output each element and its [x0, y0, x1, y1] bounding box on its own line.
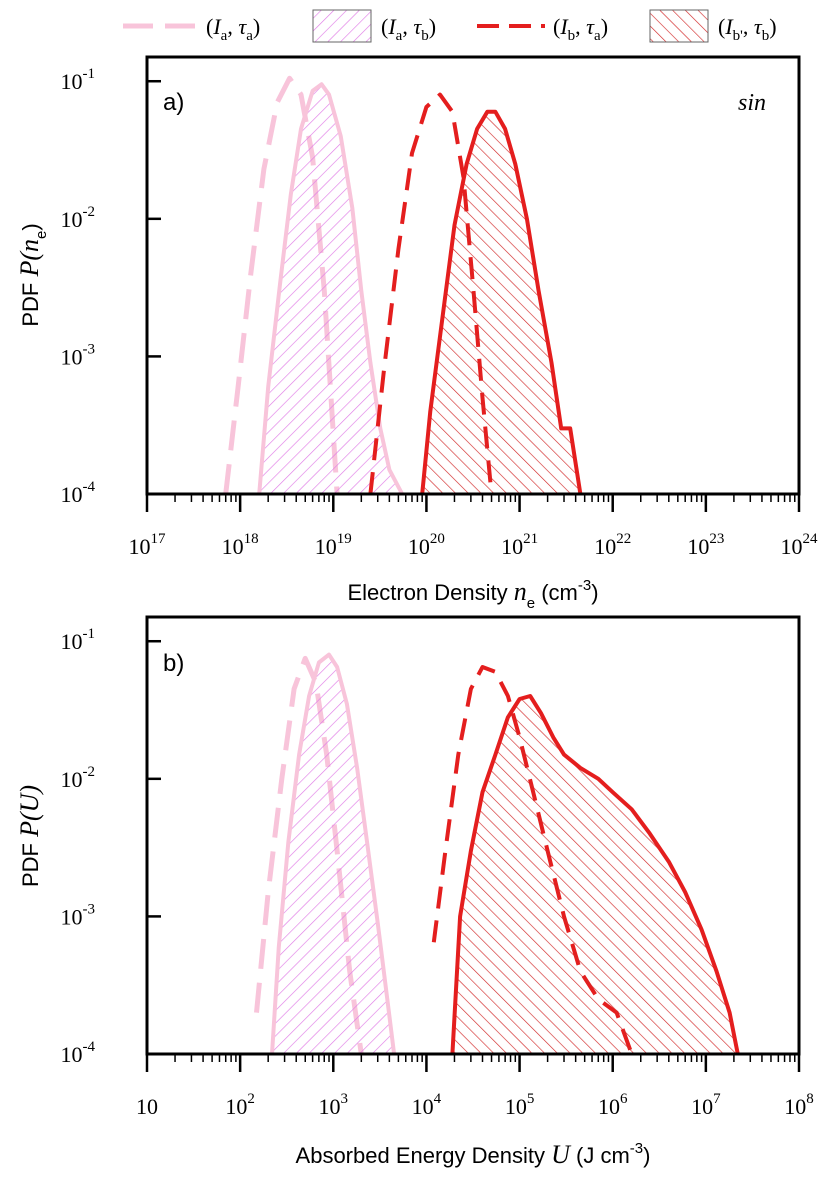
x-tick-label: 1024 [781, 531, 819, 559]
panel-label: a) [163, 89, 184, 116]
legend-swatch-hatch-red [649, 9, 709, 43]
x-tick-label: 103 [319, 1091, 349, 1119]
y-axis-title: PDF P(U) [15, 785, 44, 887]
series-area-3 [422, 111, 581, 494]
panel-a: 1017 1018 1019 1020 1021 1022 1023 1024 10-1 10-2… [15, 55, 819, 612]
series-line-1 [257, 82, 404, 494]
x-tick-label: 102 [225, 1091, 255, 1119]
tick-group: 10 102 103 104 105 106 107 108 10-1 10-2 10-3 10-4 [61, 626, 814, 1119]
x-tick-label: 1023 [687, 531, 724, 559]
panel-b: 10 102 103 104 105 106 107 10810-110-210-310-4 … [15, 615, 814, 1169]
legend-swatch-hatch-pink [312, 9, 372, 43]
x-tick-label: 106 [598, 1091, 628, 1119]
x-tick-label: 1019 [315, 531, 352, 559]
y-tick-label: 10-1 [61, 66, 96, 94]
y-axis-title: PDF P(ne) [15, 223, 50, 326]
x-tick-label: 10 [136, 1094, 158, 1119]
series-line-1 [270, 652, 397, 1054]
legend: (Ia, τa) (Ia, τb) (Ib, τa) (Ib', τb) [123, 9, 777, 44]
plot-frame [145, 55, 801, 496]
plot-frame [145, 615, 801, 1056]
y-tick-label: 10-2 [61, 764, 96, 792]
series-area-3 [452, 696, 738, 1054]
x-tick-label: 1020 [408, 531, 445, 559]
legend-entry-ia-tb: (Ia, τb) [312, 9, 436, 44]
x-tick-label: 104 [412, 1091, 442, 1119]
y-tick-label: 10-2 [61, 204, 96, 232]
series-line-3 [420, 109, 583, 494]
series-area-1 [272, 654, 395, 1054]
y-tick-label: 10-4 [61, 1039, 96, 1067]
series-group [254, 652, 740, 1054]
y-tick-label: 10-4 [61, 479, 96, 507]
chart-annotation: sin [738, 90, 766, 116]
x-tick-label: 108 [784, 1091, 814, 1119]
legend-entry-ia-ta: (Ia, τa) [123, 14, 260, 44]
x-axis-title: Electron Density ne (cm-3) [347, 577, 598, 612]
y-tick-label: 10-3 [61, 341, 96, 369]
legend-entry-ib-ta: (Ib, τa) [477, 14, 608, 44]
x-tick-label: 1021 [501, 531, 538, 559]
series-area-1 [259, 84, 403, 494]
series-line-3 [450, 694, 740, 1054]
legend-entry-ib-tb: (Ib', τb) [649, 9, 777, 44]
series-line-0 [254, 655, 364, 1054]
tick-group: 1017 1018 1019 1020 1021 1022 1023 1024 10-1 10-2… [61, 66, 819, 559]
x-tick-label: 107 [691, 1091, 721, 1119]
x-axis-title: Absorbed Energy Density U (J cm-3) [296, 1140, 651, 1169]
y-tick-label: 10-3 [61, 901, 96, 929]
panel-label: b) [163, 650, 184, 677]
series-group [223, 75, 583, 494]
x-tick-label: 1018 [222, 531, 259, 559]
x-tick-label: 1022 [594, 531, 631, 559]
x-tick-label: 1017 [129, 531, 167, 559]
y-tick-label: 10-1 [61, 626, 96, 654]
x-tick-label: 105 [505, 1091, 535, 1119]
legend-label: (Ib, τa) [553, 14, 608, 44]
legend-label: (Ia, τb) [381, 14, 436, 44]
legend-label: (Ia, τa) [206, 14, 260, 44]
legend-label: (Ib', τb) [718, 14, 777, 44]
